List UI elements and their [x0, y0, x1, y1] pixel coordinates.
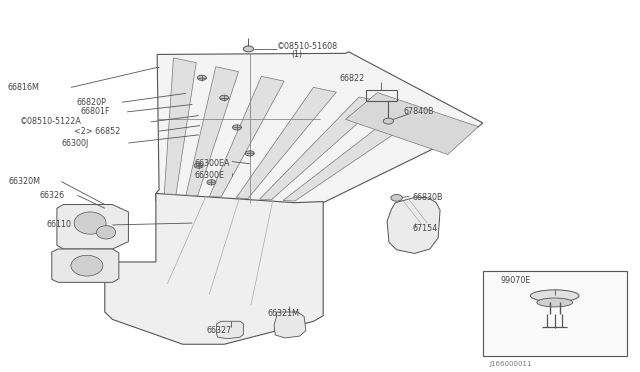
Text: ©08510-51608: ©08510-51608 [276, 42, 338, 51]
Ellipse shape [537, 298, 573, 307]
Polygon shape [236, 87, 336, 199]
Text: 66822: 66822 [339, 74, 364, 83]
Text: 66300J: 66300J [61, 138, 88, 148]
Polygon shape [387, 197, 440, 253]
Text: 66300E: 66300E [194, 171, 224, 180]
Ellipse shape [71, 255, 103, 276]
Text: 66816M: 66816M [7, 83, 39, 92]
Bar [483, 271, 627, 356]
Circle shape [383, 118, 394, 124]
Polygon shape [346, 93, 478, 154]
Polygon shape [209, 76, 284, 197]
Polygon shape [105, 193, 323, 344]
Text: 66326: 66326 [39, 191, 64, 200]
Text: J166000011: J166000011 [489, 361, 532, 367]
Text: 66801F: 66801F [81, 108, 110, 116]
Circle shape [220, 95, 228, 100]
Text: 66327: 66327 [206, 326, 232, 335]
Polygon shape [274, 312, 306, 338]
Polygon shape [216, 321, 243, 339]
Polygon shape [156, 52, 483, 204]
Circle shape [194, 163, 203, 168]
Polygon shape [186, 67, 239, 196]
Text: 67840B: 67840B [403, 108, 434, 116]
Circle shape [232, 125, 241, 130]
Polygon shape [52, 249, 119, 282]
Text: 66110: 66110 [47, 221, 72, 230]
Polygon shape [260, 97, 382, 200]
Polygon shape [283, 106, 428, 201]
Circle shape [197, 75, 206, 80]
Circle shape [243, 46, 253, 52]
Circle shape [207, 180, 216, 185]
Text: 66321M: 66321M [268, 310, 300, 318]
Text: 66300EA: 66300EA [194, 159, 230, 168]
Text: <2> 66852: <2> 66852 [74, 126, 120, 136]
Text: (1): (1) [291, 50, 302, 59]
Circle shape [245, 151, 254, 156]
Ellipse shape [74, 212, 106, 234]
Text: 99070E: 99070E [500, 276, 531, 285]
Polygon shape [57, 205, 129, 249]
Ellipse shape [531, 290, 579, 302]
Text: 67154: 67154 [413, 224, 438, 233]
Ellipse shape [97, 226, 116, 239]
Text: 66820P: 66820P [76, 98, 106, 107]
Circle shape [391, 195, 403, 201]
Text: 66320M: 66320M [8, 177, 40, 186]
Polygon shape [164, 58, 196, 195]
Text: 66830B: 66830B [413, 193, 443, 202]
Text: ©08510-5122A: ©08510-5122A [20, 118, 82, 126]
